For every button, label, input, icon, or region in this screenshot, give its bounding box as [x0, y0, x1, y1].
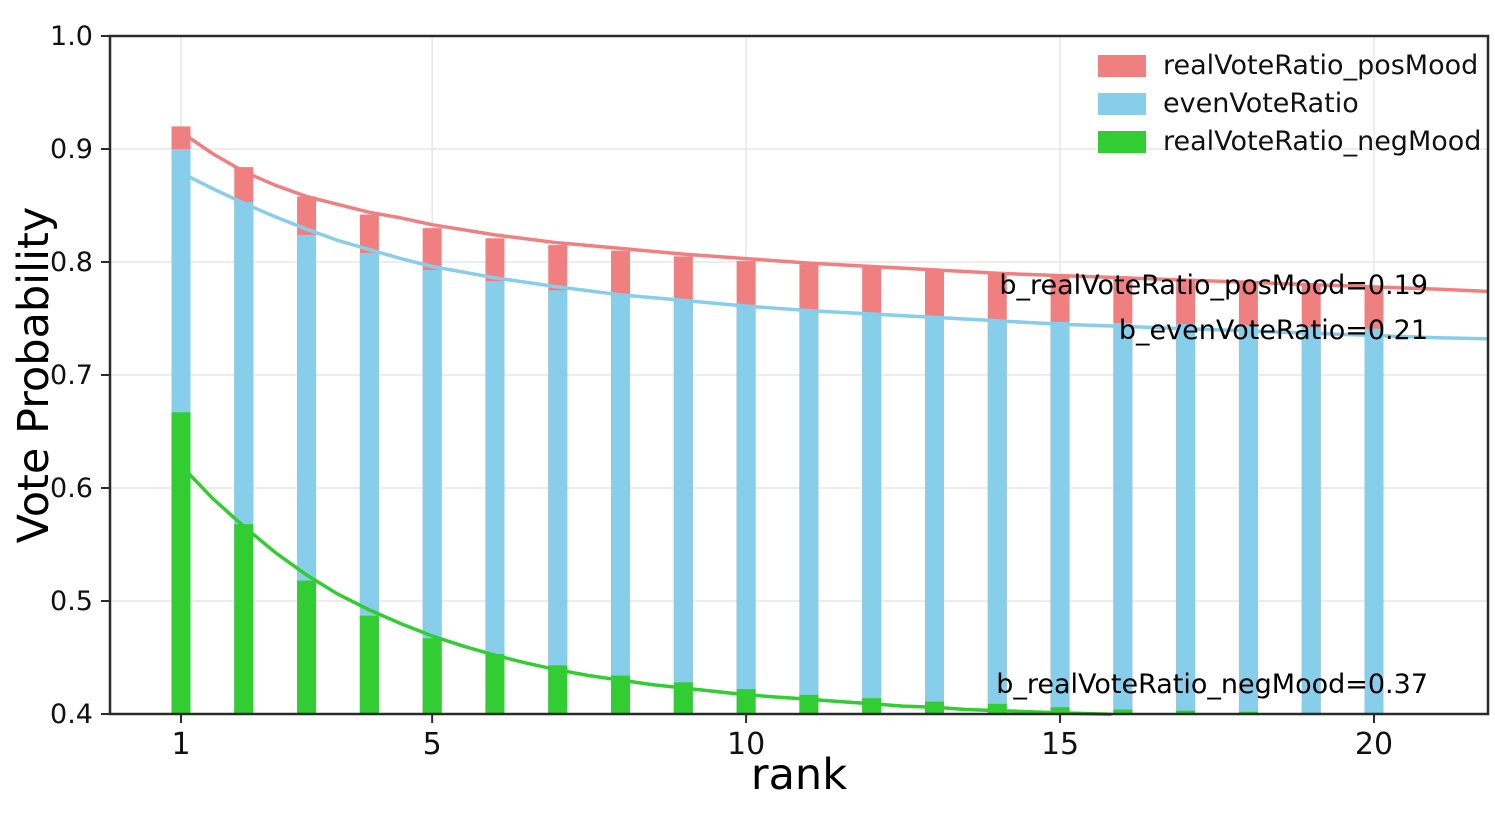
fit-curve-realVoteRatio_posMood — [179, 130, 1489, 294]
bar-realVoteRatio_negMood-rank-2 — [234, 524, 254, 714]
x-tick-label: 15 — [1041, 727, 1079, 762]
y-tick-label: 0.6 — [50, 473, 93, 504]
bar-evenVoteRatio-rank-17 — [1176, 324, 1196, 714]
x-tick-label: 20 — [1355, 727, 1393, 762]
bar-realVoteRatio_negMood-rank-12 — [862, 698, 882, 714]
annotation-b-posmood: b_realVoteRatio_posMood=0.19 — [999, 270, 1428, 301]
legend-item-posmood: realVoteRatio_posMood — [1098, 50, 1481, 81]
bar-evenVoteRatio-rank-7 — [548, 290, 568, 714]
bar-evenVoteRatio-rank-15 — [1050, 321, 1070, 714]
legend-swatch-negmood-icon — [1098, 130, 1146, 153]
legend-swatch-even-icon — [1098, 92, 1146, 115]
bar-evenVoteRatio-rank-6 — [485, 281, 505, 714]
bar-evenVoteRatio-rank-18 — [1238, 325, 1258, 714]
annotation-b-even: b_evenVoteRatio=0.21 — [1118, 315, 1428, 346]
bar-realVoteRatio_negMood-rank-5 — [422, 638, 442, 714]
x-axis-title: rank — [750, 750, 848, 800]
bar-realVoteRatio_negMood-rank-6 — [485, 654, 505, 714]
fit-curve-realVoteRatio_negMood — [179, 463, 1113, 716]
bar-evenVoteRatio-rank-13 — [924, 316, 944, 714]
bar-evenVoteRatio-rank-9 — [673, 301, 693, 714]
y-tick-label: 0.4 — [50, 699, 93, 730]
bar-evenVoteRatio-rank-5 — [422, 269, 442, 714]
y-tick-label: 0.5 — [50, 586, 93, 617]
x-tick-label: 10 — [727, 727, 765, 762]
bar-evenVoteRatio-rank-20 — [1364, 328, 1384, 714]
bar-realVoteRatio_negMood-rank-17 — [1176, 710, 1196, 714]
bar-realVoteRatio_negMood-rank-1 — [171, 412, 191, 714]
y-tick-label: 0.8 — [50, 247, 93, 278]
bar-realVoteRatio_negMood-rank-7 — [548, 665, 568, 714]
legend-label-posmood: realVoteRatio_posMood — [1163, 50, 1479, 81]
bar-realVoteRatio_negMood-rank-4 — [359, 615, 379, 714]
bar-evenVoteRatio-rank-10 — [736, 304, 756, 714]
bar-realVoteRatio_negMood-rank-3 — [297, 580, 317, 714]
bar-evenVoteRatio-rank-14 — [987, 319, 1007, 714]
bar-realVoteRatio_negMood-rank-15 — [1050, 707, 1070, 714]
bar-evenVoteRatio-rank-16 — [1113, 323, 1133, 714]
annotation-b-negmood: b_realVoteRatio_negMood=0.37 — [996, 669, 1428, 700]
y-tick-label: 0.7 — [50, 360, 93, 391]
legend-label-even: evenVoteRatio — [1163, 88, 1359, 119]
legend-swatch-posmood-icon — [1098, 54, 1146, 77]
x-tick-label: 1 — [171, 727, 190, 762]
legend-item-negmood: realVoteRatio_negMood — [1098, 126, 1481, 157]
y-tick-label: 1.0 — [50, 21, 93, 52]
bar-evenVoteRatio-rank-19 — [1301, 327, 1321, 714]
bar-realVoteRatio_negMood-rank-16 — [1113, 709, 1133, 714]
y-tick-label: 0.9 — [50, 134, 93, 165]
legend-item-even: evenVoteRatio — [1098, 88, 1481, 119]
y-axis-title: Vote Probability — [9, 206, 59, 544]
x-tick-label: 5 — [423, 727, 442, 762]
bar-evenVoteRatio-rank-4 — [359, 252, 379, 714]
bar-evenVoteRatio-rank-11 — [799, 309, 819, 714]
bar-evenVoteRatio-rank-12 — [862, 312, 882, 714]
bar-realVoteRatio_negMood-rank-8 — [611, 675, 631, 714]
legend-label-negmood: realVoteRatio_negMood — [1163, 126, 1482, 157]
legend: realVoteRatio_posMood evenVoteRatio real… — [1098, 50, 1481, 164]
bar-evenVoteRatio-rank-8 — [611, 295, 631, 714]
fit-curve-evenVoteRatio — [179, 170, 1489, 341]
